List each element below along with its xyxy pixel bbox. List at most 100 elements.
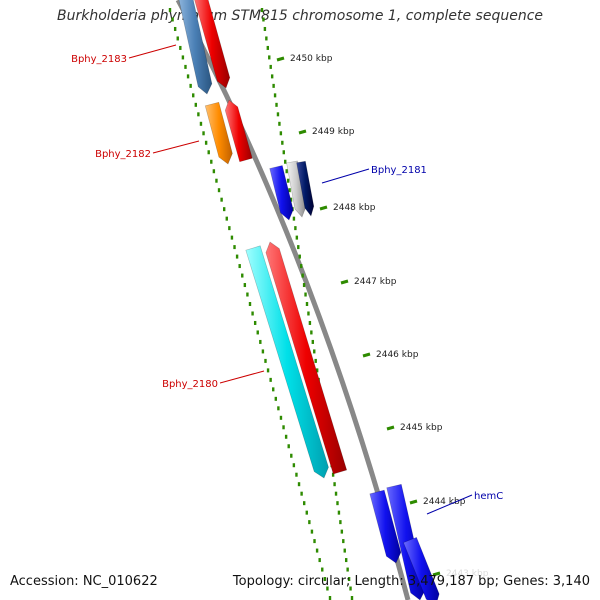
outer-track-dot <box>302 283 306 288</box>
gene-label-leader <box>321 168 370 184</box>
sequence-stats: Topology: circular; Length: 3,479,187 bp… <box>232 574 590 589</box>
outer-track-dot <box>305 302 309 306</box>
inner-track-dot <box>259 339 262 344</box>
inner-track-dot <box>321 567 324 572</box>
inner-track-dot <box>279 415 283 420</box>
inner-track-dot <box>308 520 311 525</box>
scale-tick-label: 2445 kbp <box>400 423 443 433</box>
inner-track-dot <box>246 292 249 297</box>
outer-track-dot <box>278 121 281 126</box>
scale-tick-label: 2446 kbp <box>376 350 419 360</box>
gene-label[interactable]: Bphy_2183 <box>71 54 127 65</box>
inner-track-dot <box>264 358 267 363</box>
gene-bphy2183-red <box>194 0 231 89</box>
scale-tick <box>362 352 371 358</box>
outer-track-dot <box>288 188 291 193</box>
inner-track-dot <box>220 197 223 202</box>
inner-track-dot <box>290 453 293 458</box>
inner-track-dot <box>305 510 308 515</box>
outer-track-dot <box>310 330 313 335</box>
inner-track-dot <box>215 178 218 183</box>
outer-track-dot <box>313 349 316 354</box>
inner-track-dot <box>181 55 185 60</box>
gene-label[interactable]: Bphy_2181 <box>371 165 427 176</box>
inner-track-dot <box>202 131 205 136</box>
gene-label[interactable]: Bphy_2180 <box>162 379 218 390</box>
inner-track-dot <box>199 121 203 126</box>
gene-label[interactable]: Bphy_2182 <box>95 149 151 160</box>
inner-track-dot <box>266 368 270 373</box>
inner-track-dot <box>302 501 306 506</box>
gene-hemc-blue <box>369 489 402 564</box>
inner-track-dot <box>295 472 298 477</box>
outer-track-dot <box>260 8 264 12</box>
inner-track-dot <box>171 17 174 22</box>
outer-track-dot <box>286 178 290 183</box>
scale-tick-label: 2448 kbp <box>333 203 376 213</box>
outer-track-dot <box>284 159 287 164</box>
gene-features <box>178 0 440 600</box>
outer-track-dot <box>294 226 297 231</box>
gene-label-leader <box>152 140 200 154</box>
outer-track-dot <box>272 83 275 88</box>
gene-bphy2183-steelblue <box>178 0 213 95</box>
scale-ticks: 2450 kbp 2449 kbp 2448 kbp 2447 kbp 2446 kbp… <box>276 54 489 579</box>
outer-track-dot <box>350 596 354 600</box>
inner-track-dot <box>318 558 321 563</box>
outer-track-dot <box>297 245 300 250</box>
scale-tick-label: 2449 kbp <box>312 127 355 137</box>
scale-tick <box>276 56 285 62</box>
inner-track-dot <box>184 64 187 69</box>
inner-track-dot <box>225 216 228 221</box>
outer-track-dot <box>282 150 285 155</box>
outer-track-dot <box>339 520 342 525</box>
inner-track-dot <box>261 349 265 354</box>
inner-track-dot <box>176 36 179 41</box>
inner-track-dot <box>287 444 290 449</box>
gene-bphy2180-cyan <box>245 245 329 479</box>
outer-track-dot <box>340 529 344 534</box>
outer-track-dot <box>314 358 317 363</box>
inner-track-dot <box>207 150 210 155</box>
gene-bphy2181-blue <box>269 165 294 221</box>
outer-track-dot <box>273 93 277 98</box>
gene-label-leader <box>426 494 473 515</box>
scale-tick-label: 2443 kbp <box>446 569 489 579</box>
scale-tick <box>298 129 307 135</box>
inner-track-dot <box>256 330 259 335</box>
gene-label-leader <box>128 44 177 59</box>
outer-track-dot <box>285 169 288 174</box>
outer-track-dot <box>269 64 272 69</box>
scale-tick <box>340 279 349 285</box>
inner-track-dot <box>173 26 177 31</box>
inner-track-dot <box>300 491 303 496</box>
inner-track-dot <box>228 226 231 231</box>
inner-track-dot <box>210 159 213 164</box>
gene-bphy2182-red <box>224 99 253 163</box>
inner-track-dot <box>189 83 192 88</box>
inner-track-dot <box>326 586 329 591</box>
inner-track-dot <box>328 596 332 600</box>
outer-track-dot <box>268 55 271 60</box>
inner-track-dot <box>194 102 198 107</box>
outer-track-dot <box>337 510 341 515</box>
scale-tick <box>386 425 395 431</box>
gene-labels: Bphy_2183 Bphy_2182 Bphy_2181 Bphy_2180 hemC <box>71 44 503 515</box>
outer-track-dot <box>347 577 351 582</box>
inner-track-dot <box>179 45 182 50</box>
gene-label[interactable]: hemC <box>474 491 503 502</box>
inner-track-dot <box>212 169 216 174</box>
scale-tick <box>432 571 441 577</box>
outer-track-dot <box>331 472 335 477</box>
outer-track-dot <box>333 482 336 487</box>
scale-tick <box>319 205 328 211</box>
outer-track-dot <box>344 558 348 563</box>
outer-track-dot <box>292 216 296 221</box>
outer-track-dot <box>308 320 312 325</box>
accession-text: Accession: NC_010622 <box>10 574 158 589</box>
inner-track-dot <box>230 235 234 240</box>
inner-track-dot <box>282 425 285 430</box>
outer-track-dot <box>262 17 265 22</box>
inner-track-dot <box>292 463 296 468</box>
